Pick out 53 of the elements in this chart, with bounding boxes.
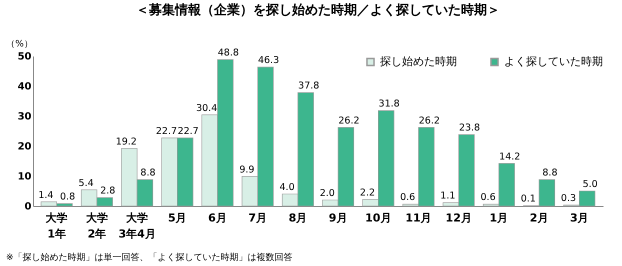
data-label: 22.7 [156,126,178,137]
data-label: 19.2 [116,136,137,148]
y-tick-label: 30 [18,112,32,122]
x-tick-label: 3月 [570,212,589,224]
data-label: 0.1 [520,194,536,205]
x-tick-label: 9月 [328,212,348,224]
text: ※「探し始めた時期」は単一回答、「よく探していた時期」は複数回答 [6,252,294,264]
data-label: 2.2 [360,187,376,198]
y-tick-label: 50 [18,52,32,62]
data-label: 26.2 [338,115,360,126]
x-tick-label: 11月 [405,212,432,224]
x-tick-label: 8月 [288,212,308,224]
data-label: 1.4 [38,190,54,201]
data-label: 23.8 [458,122,480,134]
data-label: 14.2 [499,151,520,162]
data-label: 1.1 [440,190,456,202]
x-tick-label: 5月 [168,212,187,224]
x-tick-label: 1月 [490,212,508,224]
data-label: 0.6 [400,192,416,204]
data-label: 4.0 [280,182,295,193]
chart-title: ＜募集情報（企業）を探し始めた時期／よく探していた時期＞ [136,3,500,18]
y-tick-label: 0 [24,202,32,212]
data-label: 46.3 [258,55,280,66]
x-tick-label: 大学 3年4月 [118,212,156,240]
data-label: 5.4 [78,178,94,189]
data-label: 22.7 [178,126,199,137]
y-axis-title: （%） [6,40,33,50]
x-tick-label: 大学 2年 [86,212,108,240]
legend-label: 探し始めた時期 [380,54,457,68]
x-tick-label: 2月 [530,212,548,224]
x-tick-label: 6月 [208,212,227,224]
data-label: 0.8 [60,192,76,203]
data-label: 9.9 [239,164,254,176]
x-tick-label: 7月 [248,212,268,224]
data-label: 8.8 [542,168,558,179]
y-tick-label: 20 [18,142,32,152]
x-tick-label: 大学 1年 [46,212,68,240]
data-label: 48.8 [218,48,239,59]
x-tick-label: 10月 [365,212,392,224]
data-label: 0.3 [560,193,576,204]
data-label: 31.8 [378,98,400,110]
data-label: 2.8 [100,186,116,197]
x-tick-label: 12月 [446,212,472,224]
data-label: 0.6 [480,192,496,204]
data-label: 5.0 [582,179,598,190]
y-tick-label: 10 [18,172,32,182]
legend-label: よく探していた時期 [504,54,603,68]
y-tick-label: 40 [18,82,32,92]
data-label: 30.4 [196,102,218,114]
data-label: 26.2 [418,115,440,126]
data-label: 8.8 [140,168,156,179]
data-label: 2.0 [320,188,335,199]
data-label: 37.8 [298,80,320,92]
